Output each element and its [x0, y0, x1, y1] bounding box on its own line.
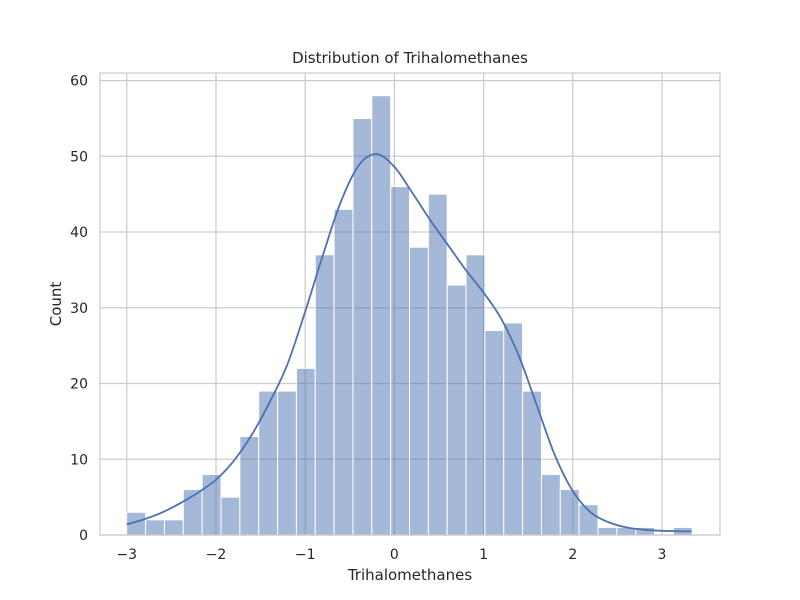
kde-curve [126, 153, 692, 533]
kde-layer [126, 153, 692, 533]
plot-frame [99, 72, 721, 536]
y-tick-label: 0 [79, 528, 88, 544]
x-tick-label: 0 [390, 547, 399, 563]
histogram-bar [484, 330, 505, 536]
histogram-bar [409, 246, 429, 536]
y-tick-label: 10 [70, 452, 88, 468]
histogram-bar [597, 526, 618, 536]
histogram-bar [371, 95, 392, 536]
y-tick-label: 20 [70, 377, 88, 393]
histogram-bar [145, 519, 165, 536]
histogram-bar [390, 186, 411, 536]
y-tick-label: 40 [70, 225, 88, 241]
histogram-bar [465, 254, 486, 536]
histogram-bar [277, 390, 297, 536]
x-tick-label: −1 [295, 547, 316, 563]
histogram-bar [446, 284, 467, 536]
histogram-bar [314, 254, 335, 536]
histogram-bar [427, 193, 448, 536]
x-tick-label: −2 [206, 547, 227, 563]
histogram-bar [540, 473, 561, 536]
y-tick-label: 60 [70, 74, 88, 90]
x-tick-label: 1 [479, 547, 488, 563]
y-axis-label: Count [47, 282, 65, 327]
histogram-bar [333, 208, 354, 536]
x-tick-label: −3 [116, 547, 137, 563]
histogram-bar [295, 367, 316, 536]
bars-layer [126, 95, 693, 536]
histogram-bar [220, 496, 241, 536]
histogram-bar [239, 436, 260, 536]
histogram-bar [503, 322, 524, 536]
y-tick-label: 30 [70, 301, 88, 317]
histogram-bar [163, 519, 184, 536]
y-tick-label: 50 [70, 149, 88, 165]
x-tick-label: 3 [658, 547, 667, 563]
histogram-bar [258, 390, 279, 536]
x-axis-label: Trihalomethanes [347, 566, 472, 584]
x-tick-label: 2 [568, 547, 577, 563]
chart-title: Distribution of Trihalomethanes [292, 49, 528, 67]
histogram-bar [352, 117, 373, 536]
